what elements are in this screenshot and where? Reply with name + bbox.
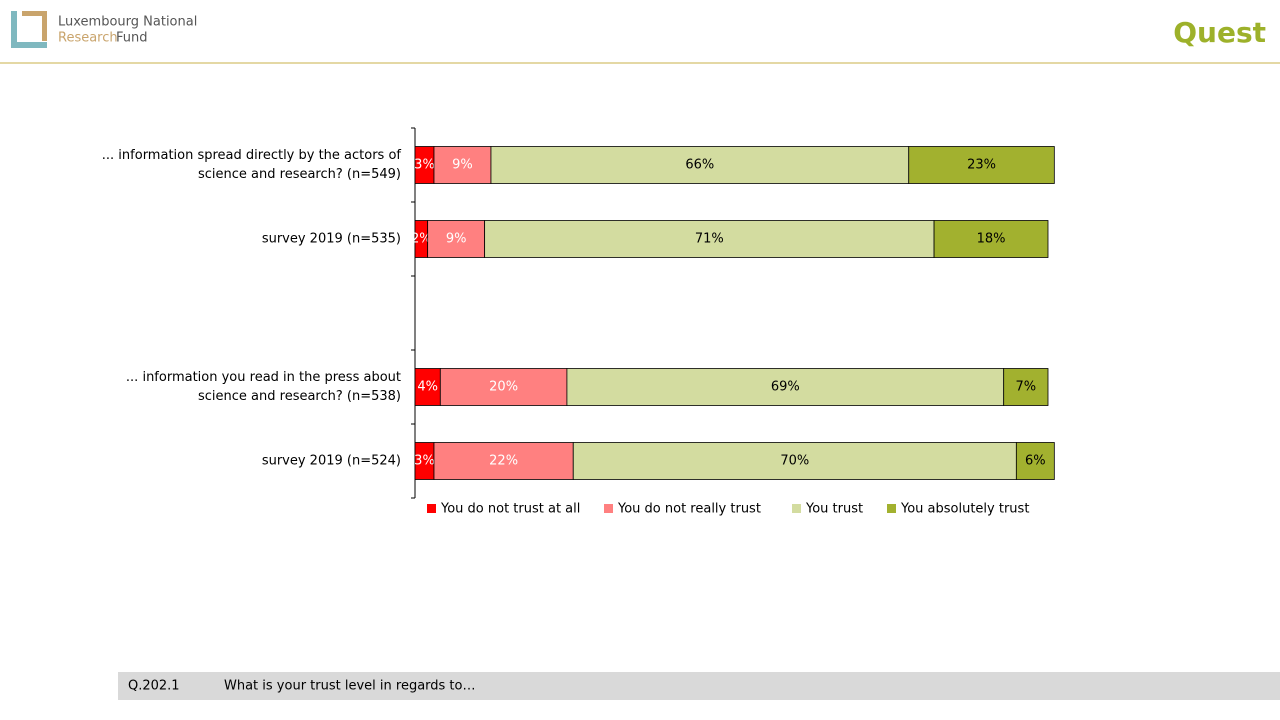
bar-segment (439, 368, 568, 406)
bar-segment (490, 146, 910, 184)
legend-swatch (427, 504, 436, 513)
footer-bar (118, 672, 1280, 700)
category-label: ... information you read in the press ab… (125, 370, 401, 404)
bar-segment (427, 220, 486, 258)
data-label: 66% (685, 158, 714, 173)
bar-segment (484, 220, 935, 258)
legend-swatch (604, 504, 613, 513)
data-label: 69% (771, 380, 800, 395)
data-label: 3% (414, 158, 435, 173)
data-label: 23% (967, 158, 996, 173)
legend-label: You do not really trust (617, 502, 761, 517)
logo-text: Research (58, 31, 118, 46)
bar-segment (433, 442, 574, 480)
legend-label: You trust (805, 502, 863, 517)
data-label: 9% (446, 232, 467, 247)
category-label: ... information spread directly by the a… (101, 148, 401, 182)
legend-label: You do not trust at all (440, 502, 580, 517)
legend-swatch (887, 504, 896, 513)
data-label: 6% (1025, 454, 1046, 469)
data-label: 70% (780, 454, 809, 469)
legend-swatch (792, 504, 801, 513)
logo-text: Luxembourg National (58, 15, 197, 30)
data-label: 3% (414, 454, 435, 469)
bar-segment (566, 368, 1005, 406)
data-label: 20% (489, 380, 518, 395)
data-label: 22% (489, 454, 518, 469)
bar-segment (1003, 368, 1049, 406)
data-label: 18% (977, 232, 1006, 247)
data-label: 71% (695, 232, 724, 247)
footer-code: Q.202.1 (128, 679, 180, 694)
data-label: 7% (1016, 380, 1037, 395)
logo-icon (11, 11, 47, 48)
category-label: survey 2019 (n=535) (261, 231, 401, 247)
bar-segment (933, 220, 1049, 258)
footer-question: What is your trust level in regards to… (224, 679, 475, 694)
bar-segment (572, 442, 1017, 480)
logo-text: Fund (116, 31, 148, 46)
data-label: 4% (417, 380, 438, 395)
bar-segment (908, 146, 1055, 184)
data-label: 9% (452, 158, 473, 173)
bar-segment (1015, 442, 1055, 480)
category-label: survey 2019 (n=524) (261, 453, 401, 469)
bar-segment (414, 368, 441, 406)
brand-logo: Quest (1173, 16, 1266, 49)
data-label: 2% (411, 232, 432, 247)
legend-label: You absolutely trust (900, 502, 1029, 517)
